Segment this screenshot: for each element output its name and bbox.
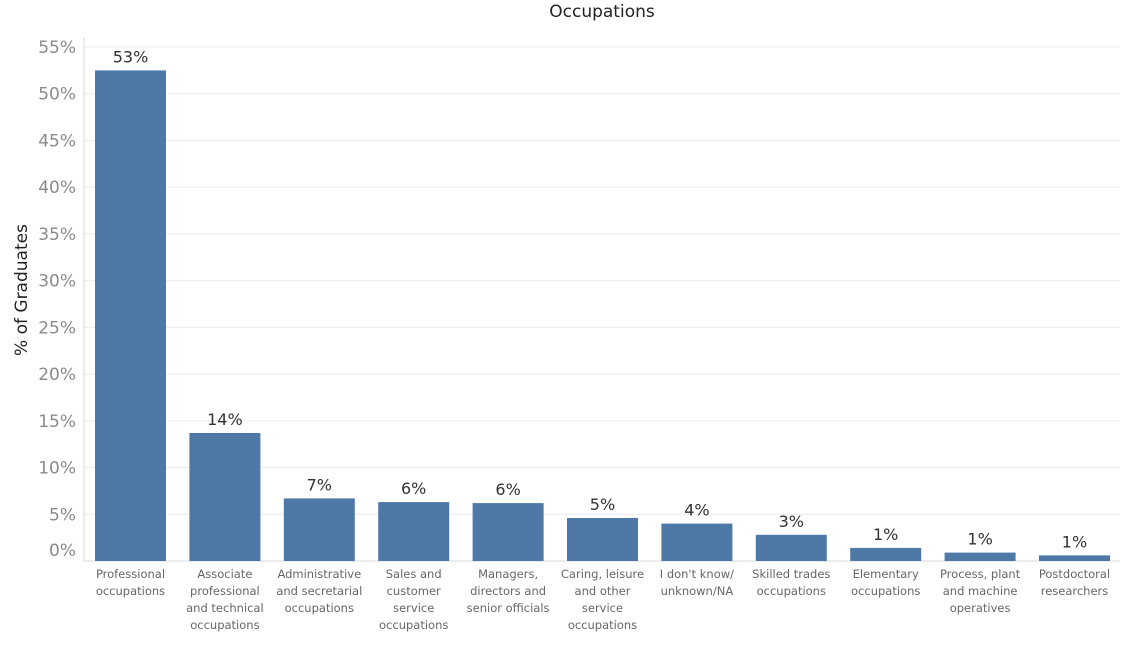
y-tick-label: 20% xyxy=(38,365,76,385)
bars xyxy=(95,70,1110,562)
y-tick-label: 5% xyxy=(49,505,76,525)
y-tick-label: 35% xyxy=(38,225,76,245)
y-tick-label: 55% xyxy=(38,38,76,58)
bar xyxy=(755,534,827,561)
bar xyxy=(472,503,544,561)
category-label: Associate professional and technical occupa… xyxy=(186,567,264,632)
y-tick-label: 30% xyxy=(38,272,76,292)
category-label: Skilled trades occupations xyxy=(752,567,830,598)
category-label: Postdoctoral researchers xyxy=(1039,567,1110,598)
data-label: 1% xyxy=(1062,532,1087,551)
chart-title: Occupations xyxy=(549,2,655,22)
data-label: 3% xyxy=(779,512,804,531)
data-label: 1% xyxy=(873,525,898,544)
data-label: 6% xyxy=(495,480,520,499)
category-label: Elementary occupations xyxy=(851,567,920,598)
y-tick-label: 40% xyxy=(38,178,76,198)
data-labels: 53% 14% 7% 6% 6% 5% 4% 3% 1% 1% 1% xyxy=(113,47,1087,551)
data-label: 1% xyxy=(967,530,992,549)
y-tick-label: 15% xyxy=(38,412,76,432)
y-axis-label: % of Graduates xyxy=(12,224,32,356)
category-label: Process, plant and machine operatives xyxy=(940,567,1021,615)
category-label: Sales and customer service occupations xyxy=(379,567,448,632)
y-tick-label: 45% xyxy=(38,131,76,151)
data-label: 5% xyxy=(590,495,615,514)
category-label: Managers, directors and senior officials xyxy=(467,567,550,615)
bar xyxy=(944,552,1016,561)
category-label: Administrative and secretarial occupations xyxy=(276,567,362,615)
category-label: I don't know/unknown/NA xyxy=(660,567,734,598)
data-label: 7% xyxy=(307,475,332,494)
data-label: 6% xyxy=(401,479,426,498)
y-tick-label: 0% xyxy=(49,541,76,561)
y-tick-label: 10% xyxy=(38,459,76,479)
y-axis-ticks: 0% 5% 10% 15% 20% 25% 30% 35% 40% 45% 50% 55% xyxy=(38,38,76,561)
bar xyxy=(189,433,261,561)
bar xyxy=(1039,555,1110,561)
y-tick-label: 25% xyxy=(38,318,76,338)
data-label: 53% xyxy=(113,47,149,66)
category-label: Caring, leisure and other service occupatio… xyxy=(561,567,644,632)
data-label: 14% xyxy=(207,410,243,429)
bar xyxy=(567,518,638,561)
bar xyxy=(283,498,355,561)
data-label: 4% xyxy=(684,501,709,520)
category-label: Professional occupations xyxy=(96,567,165,598)
bar xyxy=(95,70,166,562)
category-labels: Professional occupations Associate professi… xyxy=(96,567,1110,632)
bar xyxy=(850,547,922,561)
bar xyxy=(378,502,450,561)
bar xyxy=(661,523,733,561)
y-tick-label: 50% xyxy=(38,85,76,105)
